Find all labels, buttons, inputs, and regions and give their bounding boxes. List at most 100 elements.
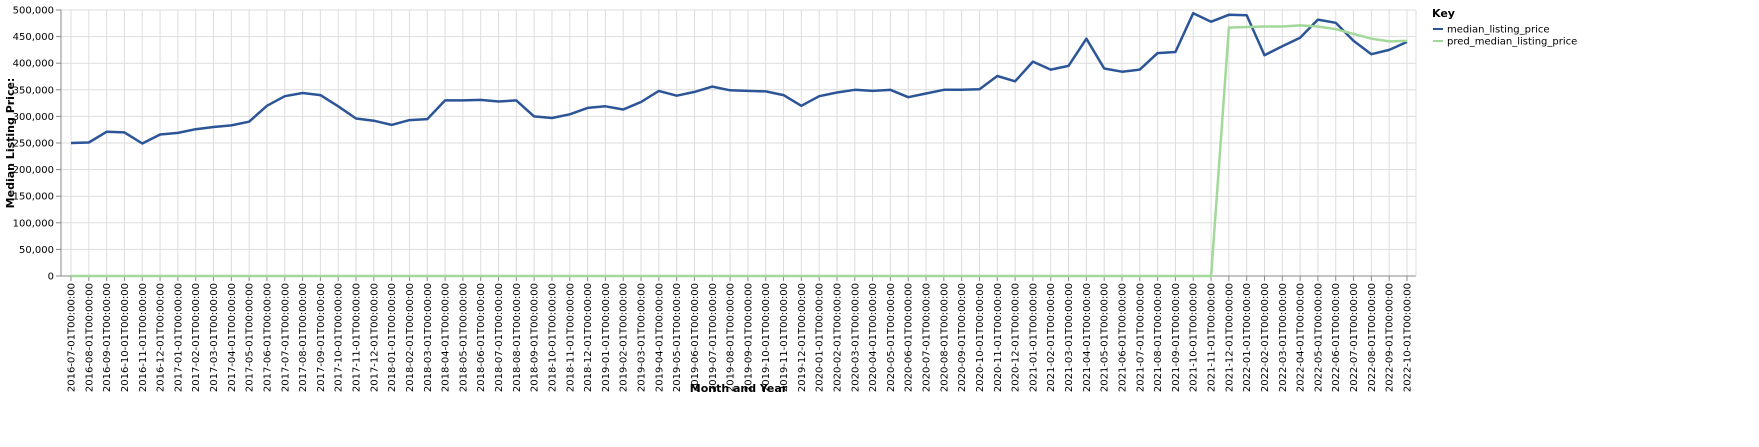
x-tick-label: 2018-09-01T00:00:00 — [530, 283, 541, 392]
x-tick-label: 2016-10-01T00:00:00 — [120, 283, 131, 392]
x-tick-label: 2020-05-01T00:00:00 — [886, 283, 897, 392]
y-tick-label: 450,000 — [13, 32, 54, 43]
x-tick-label: 2017-01-01T00:00:00 — [173, 283, 184, 392]
x-tick-label: 2022-10-01T00:00:00 — [1403, 283, 1414, 392]
x-tick-label: 2017-12-01T00:00:00 — [369, 283, 380, 392]
x-tick-label: 2022-03-01T00:00:00 — [1278, 283, 1289, 392]
x-tick-label: 2021-08-01T00:00:00 — [1153, 283, 1164, 392]
x-tick-label: 2019-04-01T00:00:00 — [654, 283, 665, 392]
y-tick-label: 250,000 — [13, 139, 54, 150]
legend-title: Key — [1432, 7, 1455, 20]
x-tick-label: 2017-05-01T00:00:00 — [245, 283, 256, 392]
x-tick-label: 2018-04-01T00:00:00 — [441, 283, 452, 392]
x-tick-label: 2020-11-01T00:00:00 — [993, 283, 1004, 392]
y-tick-label: 200,000 — [13, 165, 54, 176]
x-tick-label: 2018-06-01T00:00:00 — [476, 283, 487, 392]
x-tick-label: 2019-10-01T00:00:00 — [761, 283, 772, 392]
x-tick-label: 2018-11-01T00:00:00 — [565, 283, 576, 392]
x-tick-label: 2016-12-01T00:00:00 — [156, 283, 167, 392]
x-tick-label: 2021-04-01T00:00:00 — [1082, 283, 1093, 392]
x-tick-label: 2016-07-01T00:00:00 — [67, 283, 78, 392]
legend: Key median_listing_pricepred_median_list… — [1432, 7, 1577, 48]
x-tick-label: 2020-07-01T00:00:00 — [922, 283, 933, 392]
axes — [56, 9, 1417, 281]
x-tick-label: 2017-10-01T00:00:00 — [334, 283, 345, 392]
x-tick-label: 2016-11-01T00:00:00 — [138, 283, 149, 392]
x-tick-label: 2021-06-01T00:00:00 — [1117, 283, 1128, 392]
series-line-median_listing_price — [70, 11, 1408, 145]
x-tick-label: 2022-02-01T00:00:00 — [1260, 283, 1271, 392]
x-tick-label: 2019-01-01T00:00:00 — [601, 283, 612, 392]
y-tick-label: 350,000 — [13, 85, 54, 96]
x-tick-label: 2016-09-01T00:00:00 — [102, 283, 113, 392]
x-tick-label: 2020-08-01T00:00:00 — [939, 283, 950, 392]
x-tick-label: 2017-04-01T00:00:00 — [227, 283, 238, 392]
x-tick-label: 2020-10-01T00:00:00 — [975, 283, 986, 392]
x-tick-label: 2021-07-01T00:00:00 — [1135, 283, 1146, 392]
x-tick-label: 2021-03-01T00:00:00 — [1064, 283, 1075, 392]
x-tick-label: 2017-03-01T00:00:00 — [209, 283, 220, 392]
x-tick-label: 2020-09-01T00:00:00 — [957, 283, 968, 392]
y-tick-label: 0 — [48, 272, 54, 283]
x-tick-label: 2019-06-01T00:00:00 — [690, 283, 701, 392]
x-tick-label: 2018-03-01T00:00:00 — [423, 283, 434, 392]
y-axis-title: Median Listing Price: — [4, 78, 17, 209]
x-tick-label: 2018-02-01T00:00:00 — [405, 283, 416, 392]
x-tick-labels: 2016-07-01T00:00:00 2016-08-01T00:00:00 20… — [67, 283, 1414, 392]
y-tick-label: 400,000 — [13, 59, 54, 70]
x-tick-label: 2021-05-01T00:00:00 — [1100, 283, 1111, 392]
x-tick-label: 2019-05-01T00:00:00 — [672, 283, 683, 392]
x-tick-label: 2020-12-01T00:00:00 — [1011, 283, 1022, 392]
x-tick-label: 2022-09-01T00:00:00 — [1385, 283, 1396, 392]
x-tick-label: 2022-05-01T00:00:00 — [1313, 283, 1324, 392]
x-tick-label: 2018-01-01T00:00:00 — [387, 283, 398, 392]
x-tick-label: 2018-08-01T00:00:00 — [512, 283, 523, 392]
x-tick-label: 2018-10-01T00:00:00 — [547, 283, 558, 392]
x-tick-label: 2019-11-01T00:00:00 — [779, 283, 790, 392]
x-tick-label: 2019-03-01T00:00:00 — [637, 283, 648, 392]
legend-label-pred_median_listing_price: pred_median_listing_price — [1447, 37, 1577, 48]
x-tick-label: 2022-04-01T00:00:00 — [1296, 283, 1307, 392]
x-tick-label: 2019-02-01T00:00:00 — [619, 283, 630, 392]
x-tick-label: 2017-02-01T00:00:00 — [191, 283, 202, 392]
x-tick-label: 2017-06-01T00:00:00 — [262, 283, 273, 392]
x-tick-label: 2020-02-01T00:00:00 — [832, 283, 843, 392]
x-tick-label: 2021-01-01T00:00:00 — [1028, 283, 1039, 392]
series-line-pred_median_listing_price — [71, 24, 1408, 278]
x-tick-label: 2017-07-01T00:00:00 — [280, 283, 291, 392]
x-tick-label: 2021-10-01T00:00:00 — [1189, 283, 1200, 392]
x-tick-label: 2018-07-01T00:00:00 — [494, 283, 505, 392]
x-tick-label: 2021-12-01T00:00:00 — [1224, 283, 1235, 392]
x-tick-label: 2022-07-01T00:00:00 — [1349, 283, 1360, 392]
x-tick-label: 2022-06-01T00:00:00 — [1331, 283, 1342, 392]
x-tick-label: 2019-07-01T00:00:00 — [708, 283, 719, 392]
x-tick-label: 2020-01-01T00:00:00 — [815, 283, 826, 392]
x-tick-label: 2018-05-01T00:00:00 — [458, 283, 469, 392]
legend-label-median_listing_price: median_listing_price — [1447, 25, 1550, 36]
x-tick-label: 2018-12-01T00:00:00 — [583, 283, 594, 392]
y-tick-label: 50,000 — [19, 245, 54, 256]
y-tick-label: 150,000 — [13, 192, 54, 203]
y-tick-label: 300,000 — [13, 112, 54, 123]
x-tick-label: 2020-04-01T00:00:00 — [868, 283, 879, 392]
x-tick-label: 2017-11-01T00:00:00 — [352, 283, 363, 392]
x-tick-label: 2017-08-01T00:00:00 — [298, 283, 309, 392]
x-tick-label: 2020-06-01T00:00:00 — [904, 283, 915, 392]
y-tick-label: 100,000 — [13, 218, 54, 229]
x-tick-label: 2019-12-01T00:00:00 — [797, 283, 808, 392]
x-tick-label: 2022-01-01T00:00:00 — [1242, 283, 1253, 392]
x-tick-label: 2021-09-01T00:00:00 — [1171, 283, 1182, 392]
series-lines — [70, 11, 1408, 278]
x-tick-label: 2016-08-01T00:00:00 — [84, 283, 95, 392]
x-tick-label: 2021-11-01T00:00:00 — [1207, 283, 1218, 392]
x-tick-label: 2022-08-01T00:00:00 — [1367, 283, 1378, 392]
x-tick-label: 2017-09-01T00:00:00 — [316, 283, 327, 392]
y-tick-label: 500,000 — [13, 6, 54, 17]
x-tick-label: 2019-08-01T00:00:00 — [726, 283, 737, 392]
x-tick-label: 2020-03-01T00:00:00 — [850, 283, 861, 392]
y-tick-labels: 0 50,000 100,000 150,000 200,000 250,000 300,0… — [13, 6, 54, 283]
x-tick-label: 2019-09-01T00:00:00 — [743, 283, 754, 392]
x-axis-title: Month and Year — [690, 382, 788, 395]
